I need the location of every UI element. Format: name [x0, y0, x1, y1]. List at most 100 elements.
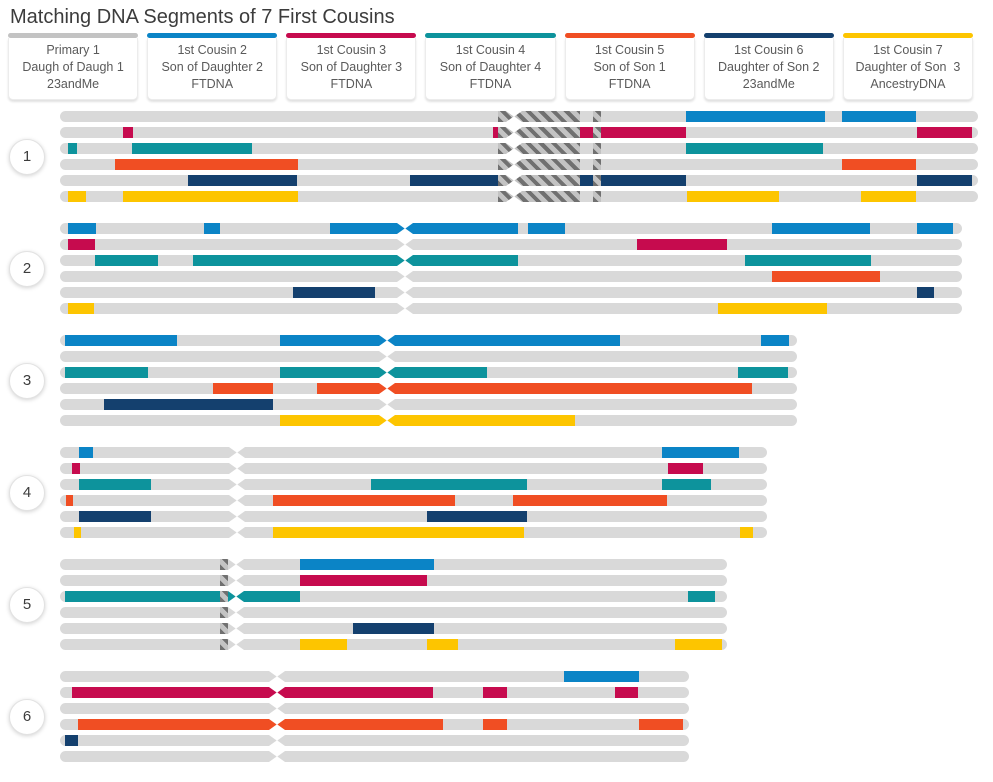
dna-segment-yellow[interactable] [740, 527, 753, 538]
dna-segment-yellow[interactable] [273, 527, 524, 538]
dna-segment-navy[interactable] [79, 511, 151, 522]
dna-segment-teal[interactable] [132, 143, 252, 154]
centromere-hatch [220, 591, 228, 602]
match-row-crimson [60, 127, 978, 138]
dna-segment-crimson[interactable] [123, 127, 133, 138]
dna-segment-orange[interactable] [115, 159, 298, 170]
dna-segment-blue[interactable] [842, 111, 916, 122]
dna-segment-crimson[interactable] [300, 575, 427, 586]
dna-segment-yellow[interactable] [68, 191, 86, 202]
centromere-notch [269, 719, 285, 730]
dna-segment-blue[interactable] [68, 223, 96, 234]
dna-segment-orange[interactable] [66, 495, 73, 506]
dna-segment-blue[interactable] [204, 223, 220, 234]
dna-segment-orange[interactable] [842, 159, 916, 170]
dna-segment-blue[interactable] [65, 335, 177, 346]
dna-segment-crimson[interactable] [637, 239, 727, 250]
centromere-notch [269, 703, 285, 714]
dna-segment-blue[interactable] [528, 223, 565, 234]
dna-segment-crimson[interactable] [668, 463, 703, 474]
dna-segment-teal[interactable] [193, 255, 518, 266]
chromosome-5: 5 [0, 559, 993, 650]
dna-segment-orange[interactable] [78, 719, 443, 730]
chromosome-1: 1 [0, 111, 993, 202]
dna-segment-teal[interactable] [68, 143, 77, 154]
dna-segment-yellow[interactable] [675, 639, 722, 650]
dna-segment-yellow[interactable] [123, 191, 298, 202]
dna-segment-orange[interactable] [639, 719, 683, 730]
dna-segment-orange[interactable] [483, 719, 507, 730]
centromere-notch [506, 143, 522, 154]
centromere-hatch [220, 639, 228, 650]
dna-segment-navy[interactable] [353, 623, 434, 634]
legend-line: AncestryDNA [870, 77, 946, 91]
legend-card-body: 1st Cousin 5 Son of Son 1 FTDNA [564, 38, 695, 100]
match-row-blue [60, 447, 767, 458]
dna-segment-orange[interactable] [273, 495, 455, 506]
dna-segment-blue[interactable] [917, 223, 953, 234]
dna-segment-yellow[interactable] [68, 303, 94, 314]
dna-segment-teal[interactable] [745, 255, 871, 266]
dna-segment-blue[interactable] [300, 559, 434, 570]
dna-segment-blue[interactable] [564, 671, 639, 682]
dna-segment-yellow[interactable] [300, 639, 347, 650]
match-row-navy [60, 623, 727, 634]
match-row-orange [60, 159, 978, 170]
dna-segment-teal[interactable] [79, 479, 151, 490]
dna-segment-crimson[interactable] [68, 239, 95, 250]
dna-segment-teal[interactable] [371, 479, 527, 490]
dna-segment-teal[interactable] [688, 591, 715, 602]
dna-segment-teal[interactable] [738, 367, 788, 378]
dna-segment-crimson[interactable] [483, 687, 507, 698]
dna-segment-navy[interactable] [104, 399, 273, 410]
dna-segment-blue[interactable] [662, 447, 739, 458]
dna-segment-blue[interactable] [79, 447, 93, 458]
dna-segment-orange[interactable] [317, 383, 752, 394]
dna-segment-yellow[interactable] [687, 191, 779, 202]
dna-segment-orange[interactable] [213, 383, 273, 394]
dna-segment-orange[interactable] [513, 495, 667, 506]
dna-segment-navy[interactable] [917, 287, 934, 298]
dna-segment-teal[interactable] [662, 479, 711, 490]
dna-segment-teal[interactable] [65, 591, 300, 602]
legend-line: 1st Cousin 3 [316, 43, 387, 57]
legend-line: Son of Daughter 2 [161, 60, 263, 74]
dna-segment-teal[interactable] [65, 367, 148, 378]
dna-segment-teal[interactable] [686, 143, 823, 154]
dna-segment-blue[interactable] [761, 335, 789, 346]
dna-segment-crimson[interactable] [72, 463, 80, 474]
legend-card-crimson: 1st Cousin 3 Son of Daughter 3 FTDNA [286, 33, 417, 100]
dna-segment-yellow[interactable] [718, 303, 827, 314]
dna-segment-navy[interactable] [188, 175, 297, 186]
legend-line: Son of Daughter 3 [300, 60, 403, 74]
dna-segment-navy[interactable] [65, 735, 78, 746]
chromosome-rows [60, 335, 993, 426]
dna-segment-yellow[interactable] [280, 415, 575, 426]
centromere-notch [228, 559, 244, 570]
legend-color-bar-teal [425, 33, 556, 38]
dna-segment-navy[interactable] [917, 175, 972, 186]
chromosome-number-badge: 6 [9, 698, 45, 735]
dna-segment-yellow[interactable] [427, 639, 458, 650]
dna-segment-blue[interactable] [330, 223, 518, 234]
dna-segment-blue[interactable] [772, 223, 870, 234]
dna-segment-crimson[interactable] [615, 687, 638, 698]
chromosome-label-column: 3 [0, 335, 60, 426]
match-row-yellow [60, 191, 978, 202]
dna-segment-teal[interactable] [95, 255, 158, 266]
centromere-notch [228, 639, 244, 650]
dna-segment-navy[interactable] [293, 287, 375, 298]
legend: Primary 1 Daugh of Daugh 1 23andMe 1st Cous… [8, 33, 973, 100]
centromere-hatch [593, 111, 601, 122]
match-row-teal [60, 255, 962, 266]
dna-segment-crimson[interactable] [493, 127, 686, 138]
dna-segment-yellow[interactable] [74, 527, 81, 538]
dna-segment-crimson[interactable] [917, 127, 972, 138]
dna-segment-orange[interactable] [772, 271, 880, 282]
legend-line: FTDNA [608, 77, 651, 91]
dna-segment-blue[interactable] [280, 335, 620, 346]
dna-segment-navy[interactable] [427, 511, 527, 522]
dna-segment-crimson[interactable] [72, 687, 433, 698]
dna-segment-blue[interactable] [686, 111, 825, 122]
dna-segment-yellow[interactable] [861, 191, 916, 202]
